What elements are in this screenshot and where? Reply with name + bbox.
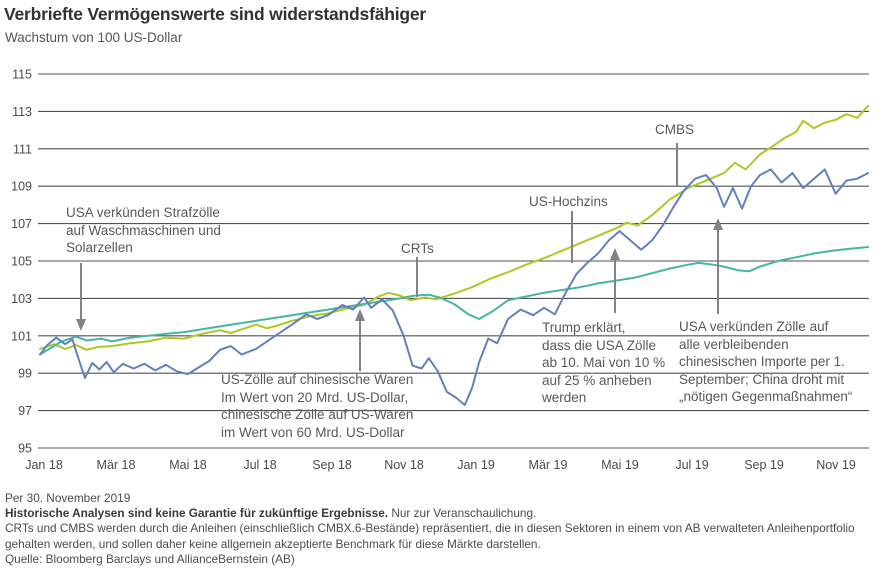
y-tick-113: 113 [12,105,32,119]
series-line-crts [39,246,869,356]
disclaimer-bold: Historische Analysen sind keine Garantie… [5,506,389,521]
x-tick: Nov 18 [384,458,424,472]
x-tick: Mai 19 [601,458,639,472]
series-line-cmbs [39,104,869,351]
annotation-arrows [76,143,723,371]
footnotes: Per 30. November 2019 Historische Analys… [5,491,877,567]
y-tick-97: 97 [18,404,32,418]
annotation-uszoelle: US-Zölle auf chinesische Waren Im Wert v… [221,372,414,440]
y-tick-115: 115 [12,68,32,82]
y-tick-107: 107 [11,217,32,231]
y-tick-111: 111 [13,142,32,156]
x-tick: Jan 19 [457,458,495,472]
disclaimer-rest: Nur zur Veranschaulichung. [388,506,537,521]
x-tick: Nov 19 [816,458,856,472]
x-tick: Sep 18 [312,458,352,472]
series-label-us-hochzins: US-Hochzins [529,194,608,209]
y-tick-105: 105 [11,255,32,269]
arrow-uszoelle-head [355,309,365,321]
chart-subtitle: Wachstum von 100 US-Dollar [5,30,183,45]
x-tick: Mai 18 [169,458,207,472]
series-label-crts: CRTs [401,241,434,256]
x-tick: Mär 18 [97,458,136,472]
arrow-verbleibende-head [713,218,723,230]
y-tick-109: 109 [11,180,32,194]
annotation-strafzoelle: USA verkünden Strafzölle auf Waschmaschi… [66,205,221,256]
y-tick-95: 95 [18,442,32,456]
series-line-us-hochzins [39,168,869,406]
y-tick-103: 103 [11,292,32,306]
arrow-strafzoelle-head [76,319,86,331]
as-of-date: Per 30. November 2019 [5,491,131,505]
x-tick: Jul 18 [243,458,276,472]
y-tick-99: 99 [18,367,32,381]
x-tick: Jul 19 [675,458,708,472]
annotation-trump: Trump erklärt, dass die USA Zölle ab 10.… [542,320,666,406]
annotation-verbleibende: USA verkünden Zölle auf alle verbleibend… [679,319,853,405]
x-tick: Mär 19 [529,458,568,472]
methodology-note: CRTs und CMBS werden durch die Anleihen … [5,521,855,551]
source-line: Quelle: Bloomberg Barclays und AllianceB… [5,551,295,566]
disclaimer: Historische Analysen sind keine Garantie… [5,506,877,521]
y-tick-101: 101 [11,329,32,343]
series-label-cmbs: CMBS [655,122,695,137]
chart-title: Verbriefte Vermögenswerte sind widerstan… [4,4,427,24]
arrow-trump-head [610,248,620,260]
x-tick: Jan 18 [25,458,63,472]
x-tick: Sep 19 [744,458,784,472]
